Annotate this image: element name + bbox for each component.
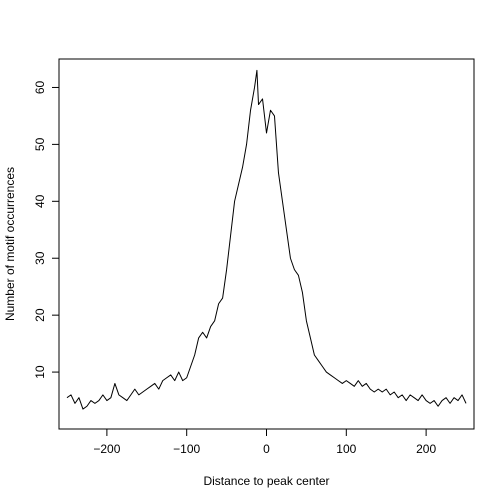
y-tick-label: 50 bbox=[33, 137, 47, 151]
x-tick-label: −200 bbox=[93, 442, 120, 456]
series-line bbox=[66, 69, 467, 410]
x-tick-label: 200 bbox=[416, 442, 436, 456]
y-tick-label: 60 bbox=[33, 80, 47, 94]
series-layer bbox=[66, 69, 467, 410]
x-tick-label: 0 bbox=[263, 442, 270, 456]
y-tick-label: 10 bbox=[33, 365, 47, 379]
x-axis: −200 −100 0 100 200 bbox=[93, 428, 436, 456]
plot-box bbox=[58, 58, 475, 430]
x-tick-label: −100 bbox=[173, 442, 200, 456]
x-axis-label: Distance to peak center bbox=[203, 474, 329, 488]
y-tick-label: 40 bbox=[33, 194, 47, 208]
y-axis: 10 20 30 40 50 60 bbox=[33, 80, 60, 379]
y-tick-label: 30 bbox=[33, 251, 47, 265]
x-tick-label: 100 bbox=[336, 442, 356, 456]
y-axis-label: Number of motif occurrences bbox=[3, 167, 17, 321]
y-tick-label: 20 bbox=[33, 308, 47, 322]
